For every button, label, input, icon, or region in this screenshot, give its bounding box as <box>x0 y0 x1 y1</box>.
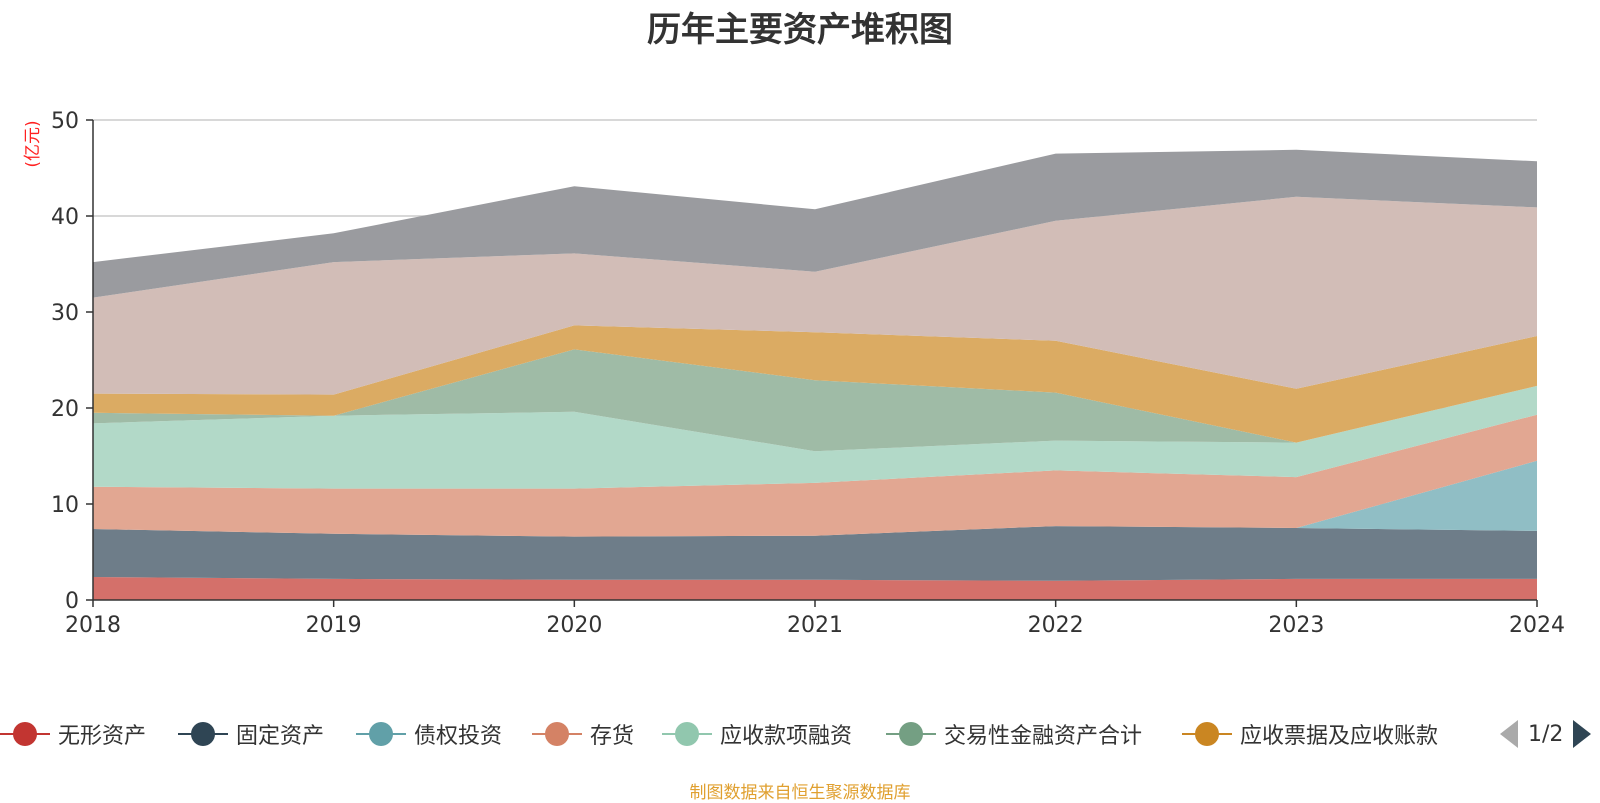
area-series-9[interactable] <box>93 149 1537 298</box>
area-series-5[interactable] <box>93 385 1537 489</box>
legend-marker-icon <box>886 719 936 749</box>
legend-label: 存货 <box>590 724 635 749</box>
chart-title: 历年主要资产堆积图 <box>647 10 953 50</box>
legend-pager: 1/2 <box>1500 716 1592 752</box>
legend-label: 固定资产 <box>236 724 325 749</box>
legend: 无形资产 固定资产 债权投资 存货 应收款项融资 交易性金融资产合计 应收票据及应收账款 <box>0 716 1600 752</box>
x-tick-label: 2021 <box>787 613 843 638</box>
legend-marker-icon <box>662 719 712 749</box>
area-series-6[interactable] <box>93 349 1537 452</box>
x-tick-label: 2018 <box>65 613 121 638</box>
x-tick-label: 2019 <box>306 613 362 638</box>
y-tick-label: 20 <box>51 397 79 422</box>
x-tick-label: 2023 <box>1268 613 1324 638</box>
legend-marker-icon <box>356 719 406 749</box>
y-tick-label: 50 <box>51 109 79 134</box>
y-tick-label: 30 <box>51 301 79 326</box>
area-series-3[interactable] <box>93 460 1537 537</box>
source-note: 制图数据来自恒生聚源数据库 <box>689 783 911 803</box>
y-axis-unit-label: (亿元) <box>23 120 43 167</box>
legend-item[interactable]: 存货 <box>532 716 634 752</box>
legend-marker-icon <box>1182 719 1232 749</box>
x-tick-label: 2020 <box>546 613 602 638</box>
legend-marker-icon <box>178 719 228 749</box>
legend-item[interactable]: 无形资产 <box>0 716 146 752</box>
x-tick-label: 2024 <box>1509 613 1565 638</box>
next-page-icon[interactable] <box>1573 720 1592 748</box>
legend-page-indicator: 1/2 <box>1528 721 1564 747</box>
legend-label: 交易性金融资产合计 <box>944 724 1143 749</box>
legend-label: 应收票据及应收账款 <box>1240 724 1439 749</box>
legend-label: 无形资产 <box>58 724 147 749</box>
y-tick-label: 0 <box>65 589 79 614</box>
area-series-4[interactable] <box>93 414 1537 537</box>
axes: 0 10 20 30 40 50 2018 2019 2020 2021 2022 2023 2024 <box>51 109 1565 638</box>
legend-item[interactable]: 固定资产 <box>178 716 324 752</box>
legend-label: 债权投资 <box>414 724 503 749</box>
legend-item[interactable]: 债权投资 <box>356 716 502 752</box>
y-tick-label: 10 <box>51 493 79 518</box>
area-series-8[interactable] <box>93 196 1537 395</box>
legend-label: 应收款项融资 <box>720 724 853 749</box>
area-series <box>93 149 1537 600</box>
x-tick-label: 2022 <box>1028 613 1084 638</box>
legend-item[interactable]: 应收款项融资 <box>662 716 852 752</box>
legend-marker-icon <box>532 719 582 749</box>
legend-item[interactable]: 应收票据及应收账款 <box>1182 716 1438 752</box>
area-series-7[interactable] <box>93 325 1537 443</box>
legend-item[interactable]: 交易性金融资产合计 <box>886 716 1142 752</box>
area-series-2[interactable] <box>93 526 1537 581</box>
area-series-1[interactable] <box>93 577 1537 600</box>
prev-page-icon[interactable] <box>1500 720 1518 748</box>
legend-marker-icon <box>0 719 50 749</box>
y-tick-label: 40 <box>51 205 79 230</box>
